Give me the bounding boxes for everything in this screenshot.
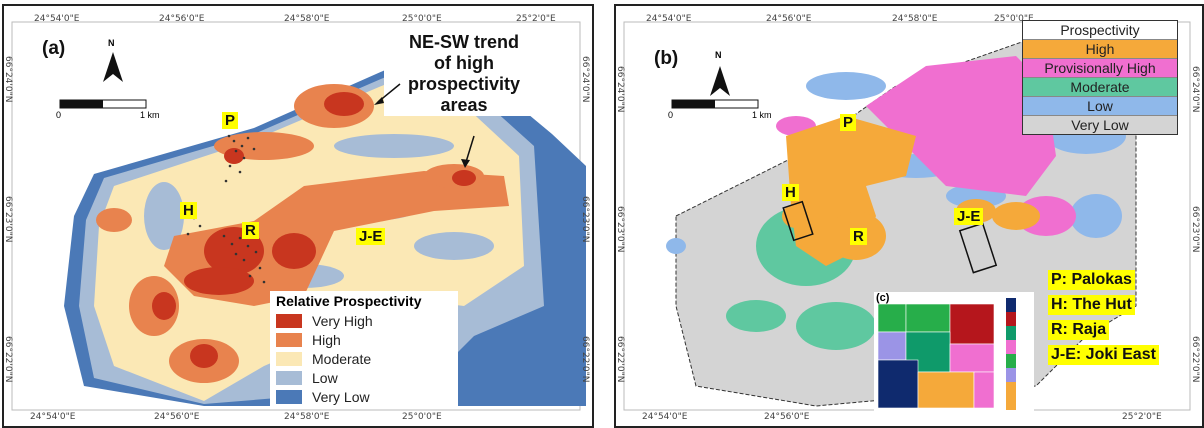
coord-right-1: 66°24'0"N (580, 56, 590, 103)
som-hexgrid (877, 303, 995, 409)
site-je-b: J-E (954, 208, 984, 225)
site-name-item: R: Raja (1048, 320, 1110, 340)
coord-top-1: 24°54'0"E (34, 14, 80, 24)
site-p-a: P (222, 112, 239, 129)
scale-end-b: 1 km (752, 110, 772, 120)
trend-line-4: areas (440, 95, 488, 115)
coord-right-3: 66°22'0"N (1190, 336, 1200, 383)
legend-b-item: Low (1023, 96, 1177, 115)
legend-b-title: Prospectivity (1060, 22, 1140, 38)
trend-line-2: of high (434, 53, 494, 73)
legend-a-row: Very High (276, 311, 458, 330)
trend-annotation: NE-SW trend of high prospectivity areas (384, 32, 544, 116)
coord-left-2: 66°23'0"N (3, 196, 13, 243)
coord-top-3: 24°58'0"E (284, 14, 330, 24)
site-r-b: R (850, 228, 867, 245)
scale-start-b: 0 (668, 110, 674, 120)
legend-b: Prospectivity High Provisionally High Mo… (1022, 20, 1178, 135)
site-name-item: J-E: Joki East (1048, 345, 1159, 365)
coord-top-2: 24°56'0"E (159, 14, 205, 24)
coord-right-2: 66°23'0"N (580, 196, 590, 243)
legend-a-title: Relative Prospectivity (276, 293, 422, 309)
legend-a-label: Very Low (312, 388, 370, 405)
panel-label-b: (b) (654, 48, 679, 69)
legend-b-item: Provisionally High (1023, 58, 1177, 77)
coord-left-1: 66°24'0"N (615, 66, 625, 113)
coord-top-5: 25°2'0"E (516, 14, 556, 24)
coord-top-4: 25°0'0"E (402, 14, 442, 24)
coord-right-1: 66°24'0"N (1190, 66, 1200, 113)
legend-a-row: Low (276, 368, 458, 387)
site-je-a: J-E (356, 228, 386, 245)
coord-left-1: 66°24'0"N (3, 56, 13, 103)
coord-bottom-3: 24°58'0"E (284, 412, 330, 422)
legend-a-label: Very High (312, 312, 373, 329)
panel-label-a: (a) (42, 38, 66, 59)
coord-bottom-1: 24°54'0"E (30, 412, 76, 422)
legend-b-item: High (1023, 39, 1177, 58)
trend-line-1: NE-SW trend (409, 32, 519, 52)
coord-bottom-4: 25°0'0"E (402, 412, 442, 422)
coord-top-4: 25°0'0"E (994, 14, 1034, 24)
coord-bottom-1: 24°54'0"E (642, 412, 688, 422)
legend-swatch (276, 389, 302, 404)
site-name-list: P: Palokas H: The Hut R: Raja J-E: Joki … (1048, 270, 1178, 370)
inset-label-c: (c) (876, 292, 890, 304)
coord-bottom-3: 25°2'0"E (1122, 412, 1162, 422)
scale-end-a: 1 km (140, 110, 160, 120)
legend-a-row: High (276, 330, 458, 349)
panel-b: 24°54'0"E 24°56'0"E 24°58'0"E 25°0'0"E 2… (614, 4, 1204, 428)
site-h-a: H (180, 202, 197, 219)
legend-a-label: High (312, 331, 341, 348)
coord-top-2: 24°56'0"E (766, 14, 812, 24)
legend-a-label: Moderate (312, 350, 372, 367)
legend-b-item: Moderate (1023, 77, 1177, 96)
site-p-b: P (840, 114, 857, 131)
site-h-b: H (782, 184, 799, 201)
legend-a: Relative Prospectivity Very High High Mo… (270, 291, 458, 409)
panel-a: 24°54'0"E 24°56'0"E 24°58'0"E 25°0'0"E 2… (2, 4, 594, 428)
scale-start-a: 0 (56, 110, 62, 120)
coord-left-3: 66°22'0"N (3, 336, 13, 383)
legend-swatch (276, 332, 302, 347)
legend-a-row: Moderate (276, 349, 458, 368)
coord-top-3: 24°58'0"E (892, 14, 938, 24)
legend-b-item: Very Low (1023, 115, 1177, 134)
coord-top-1: 24°54'0"E (646, 14, 692, 24)
legend-swatch (276, 351, 302, 366)
site-r-a: R (242, 222, 259, 239)
legend-swatch (276, 370, 302, 385)
site-name-item: H: The Hut (1048, 295, 1135, 315)
trend-line-3: prospectivity (407, 74, 521, 94)
coord-right-3: 66°22'0"N (580, 336, 590, 383)
coord-right-2: 66°23'0"N (1190, 206, 1200, 253)
north-label-b: N (715, 50, 722, 60)
coord-bottom-2: 24°56'0"E (154, 412, 200, 422)
legend-a-label: Low (312, 369, 338, 386)
legend-a-row: Very Low (276, 387, 458, 406)
coord-bottom-2: 24°56'0"E (764, 412, 810, 422)
coord-left-2: 66°23'0"N (615, 206, 625, 253)
site-name-item: P: Palokas (1048, 270, 1135, 290)
coord-left-3: 66°22'0"N (615, 336, 625, 383)
legend-swatch (276, 313, 302, 328)
north-label-a: N (108, 38, 115, 48)
